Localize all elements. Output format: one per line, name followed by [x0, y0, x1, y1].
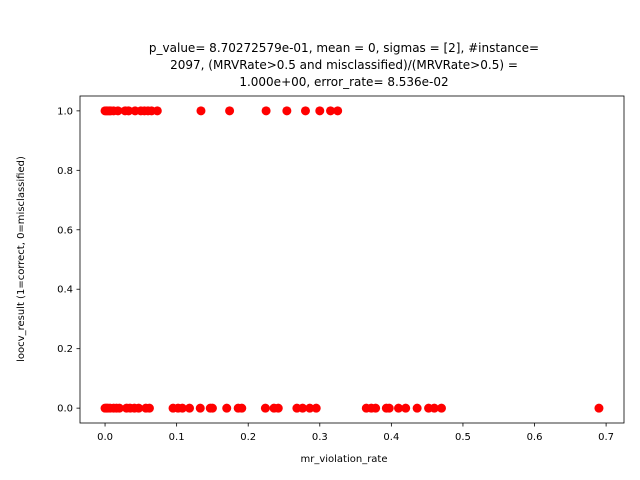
y-tick-label: 0.6 — [57, 225, 73, 236]
data-point — [195, 403, 205, 413]
data-point — [282, 106, 292, 116]
y-tick-label: 0.4 — [57, 285, 73, 296]
data-point — [326, 106, 336, 116]
data-points — [100, 106, 604, 413]
y-axis-label: loocv_result (1=correct, 0=misclassified… — [16, 156, 27, 362]
data-point — [124, 106, 134, 116]
data-point — [371, 403, 381, 413]
data-point — [311, 403, 321, 413]
chart-title-line-1: p_value= 8.70272579e-01, mean = 0, sigma… — [149, 41, 539, 55]
data-point — [177, 403, 187, 413]
x-tick-label: 0.5 — [455, 432, 471, 443]
x-tick-label: 0.4 — [383, 432, 399, 443]
data-point — [333, 106, 343, 116]
x-axis-ticks: 0.0 0.1 0.2 0.3 0.4 0.5 0.6 0.7 — [97, 423, 614, 443]
data-point — [225, 106, 235, 116]
data-point — [305, 403, 315, 413]
x-tick-label: 0.7 — [598, 432, 614, 443]
data-point — [196, 106, 206, 116]
data-point — [114, 403, 124, 413]
data-point — [260, 403, 270, 413]
data-point — [300, 106, 310, 116]
data-point — [394, 403, 404, 413]
data-point — [436, 403, 446, 413]
data-point — [315, 106, 325, 116]
data-point — [412, 403, 422, 413]
data-point — [113, 106, 123, 116]
chart-title-line-3: 1.000e+00, error_rate= 8.536e-02 — [239, 75, 448, 89]
data-point — [261, 106, 271, 116]
x-axis-label: mr_violation_rate — [300, 454, 387, 465]
data-point — [134, 403, 144, 413]
data-point — [273, 403, 283, 413]
data-point — [185, 403, 195, 413]
x-tick-label: 0.1 — [169, 432, 185, 443]
data-point — [594, 403, 604, 413]
data-point — [144, 403, 154, 413]
y-tick-label: 0.0 — [57, 404, 73, 415]
data-point — [384, 403, 394, 413]
x-tick-label: 0.0 — [97, 432, 113, 443]
y-axis-ticks: 0.0 0.2 0.4 0.6 0.8 1.0 — [57, 106, 80, 415]
data-point — [152, 106, 162, 116]
chart-title: p_value= 8.70272579e-01, mean = 0, sigma… — [149, 41, 539, 89]
y-tick-label: 0.2 — [57, 344, 73, 355]
data-point — [429, 403, 439, 413]
data-point — [298, 403, 308, 413]
x-tick-label: 0.3 — [312, 432, 328, 443]
y-tick-label: 1.0 — [57, 106, 73, 117]
x-tick-label: 0.6 — [527, 432, 543, 443]
chart-title-line-2: 2097, (MRVRate>0.5 and misclassified)/(M… — [170, 58, 518, 72]
x-tick-label: 0.2 — [240, 432, 256, 443]
data-point — [222, 403, 232, 413]
plot-area-frame — [79, 95, 625, 424]
data-point — [401, 403, 411, 413]
data-point — [237, 403, 247, 413]
y-tick-label: 0.8 — [57, 166, 73, 177]
data-point — [207, 403, 217, 413]
